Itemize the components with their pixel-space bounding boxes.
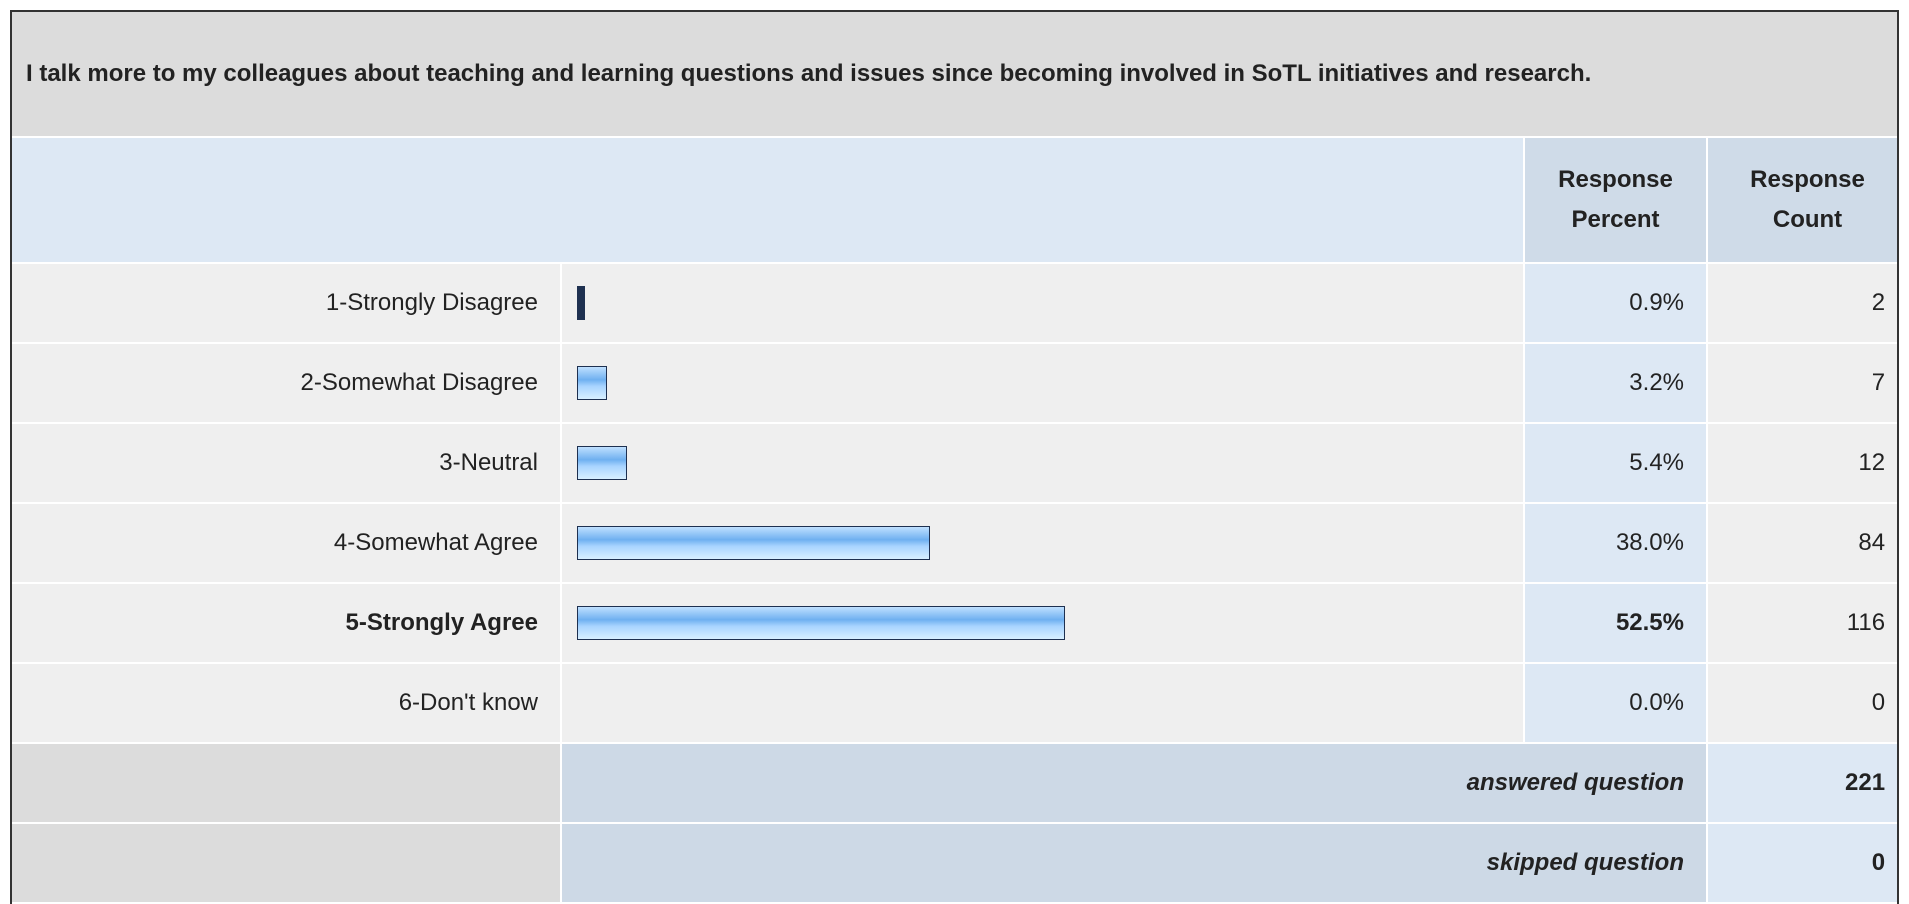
answer-row: 1-Strongly Disagree 0.9% 2	[12, 264, 1897, 342]
response-percent: 52.5%	[1525, 584, 1706, 662]
bar	[577, 606, 1066, 640]
bar-cell	[562, 424, 1523, 502]
answered-count: 221	[1708, 744, 1897, 822]
answer-label: 6-Don't know	[12, 664, 560, 742]
bar-cell	[562, 584, 1523, 662]
bar-cell	[562, 504, 1523, 582]
answered-row: answered question 221	[12, 744, 1897, 822]
answered-label: answered question	[562, 744, 1706, 822]
answer-label: 4-Somewhat Agree	[12, 504, 560, 582]
response-count: 0	[1708, 664, 1897, 742]
answer-row: 6-Don't know 0.0% 0	[12, 664, 1897, 742]
results-table: I talk more to my colleagues about teach…	[12, 12, 1897, 904]
response-count: 7	[1708, 344, 1897, 422]
bar-cell	[562, 664, 1523, 742]
header-count: Response Count	[1708, 138, 1897, 262]
response-count: 2	[1708, 264, 1897, 342]
header-blank	[12, 138, 1523, 262]
answer-label: 2-Somewhat Disagree	[12, 344, 560, 422]
question-title: I talk more to my colleagues about teach…	[12, 12, 1897, 136]
results-panel: I talk more to my colleagues about teach…	[10, 10, 1899, 904]
answer-row: 4-Somewhat Agree 38.0% 84	[12, 504, 1897, 582]
response-count: 116	[1708, 584, 1897, 662]
bar-cell	[562, 264, 1523, 342]
skipped-row: skipped question 0	[12, 824, 1897, 902]
bar	[577, 446, 628, 480]
response-count: 12	[1708, 424, 1897, 502]
answer-row: 3-Neutral 5.4% 12	[12, 424, 1897, 502]
answer-label: 1-Strongly Disagree	[12, 264, 560, 342]
footer-blank	[12, 744, 560, 822]
skipped-count: 0	[1708, 824, 1897, 902]
answer-label: 5-Strongly Agree	[12, 584, 560, 662]
response-count: 84	[1708, 504, 1897, 582]
answer-row: 2-Somewhat Disagree 3.2% 7	[12, 344, 1897, 422]
response-percent: 0.9%	[1525, 264, 1706, 342]
answer-row: 5-Strongly Agree 52.5% 116	[12, 584, 1897, 662]
response-percent: 0.0%	[1525, 664, 1706, 742]
bar-cell	[562, 344, 1523, 422]
response-percent: 3.2%	[1525, 344, 1706, 422]
response-percent: 5.4%	[1525, 424, 1706, 502]
footer-blank	[12, 824, 560, 902]
header-percent: Response Percent	[1525, 138, 1706, 262]
answer-label: 3-Neutral	[12, 424, 560, 502]
skipped-label: skipped question	[562, 824, 1706, 902]
bar	[577, 366, 607, 400]
bar	[577, 526, 931, 560]
response-percent: 38.0%	[1525, 504, 1706, 582]
bar	[577, 286, 586, 320]
